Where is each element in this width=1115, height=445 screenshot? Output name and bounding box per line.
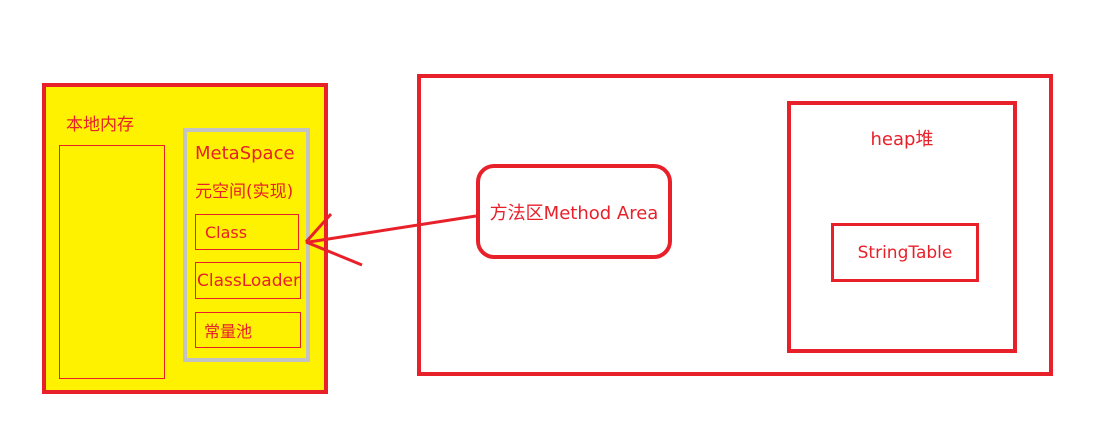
metaspace-title: MetaSpace	[195, 143, 295, 164]
metaspace-item-classloader: ClassLoader	[195, 262, 301, 299]
metaspace-subtitle: 元空间(实现)	[195, 182, 294, 202]
heap-label: heap堆	[870, 129, 934, 150]
metaspace-item-class: Class	[195, 214, 299, 250]
native-memory-label: 本地内存	[66, 115, 134, 135]
arrow-shaft	[308, 214, 477, 244]
string-table-box: StringTable	[831, 223, 979, 282]
heap-box	[787, 101, 1017, 353]
arrowhead-lower	[305, 240, 363, 267]
arrowhead-upper	[304, 213, 333, 243]
method-area-box: 方法区Method Area	[476, 164, 672, 259]
metaspace-box	[183, 128, 310, 362]
metaspace-item-constant-pool: 常量池	[195, 312, 301, 348]
native-memory-column	[59, 145, 165, 379]
